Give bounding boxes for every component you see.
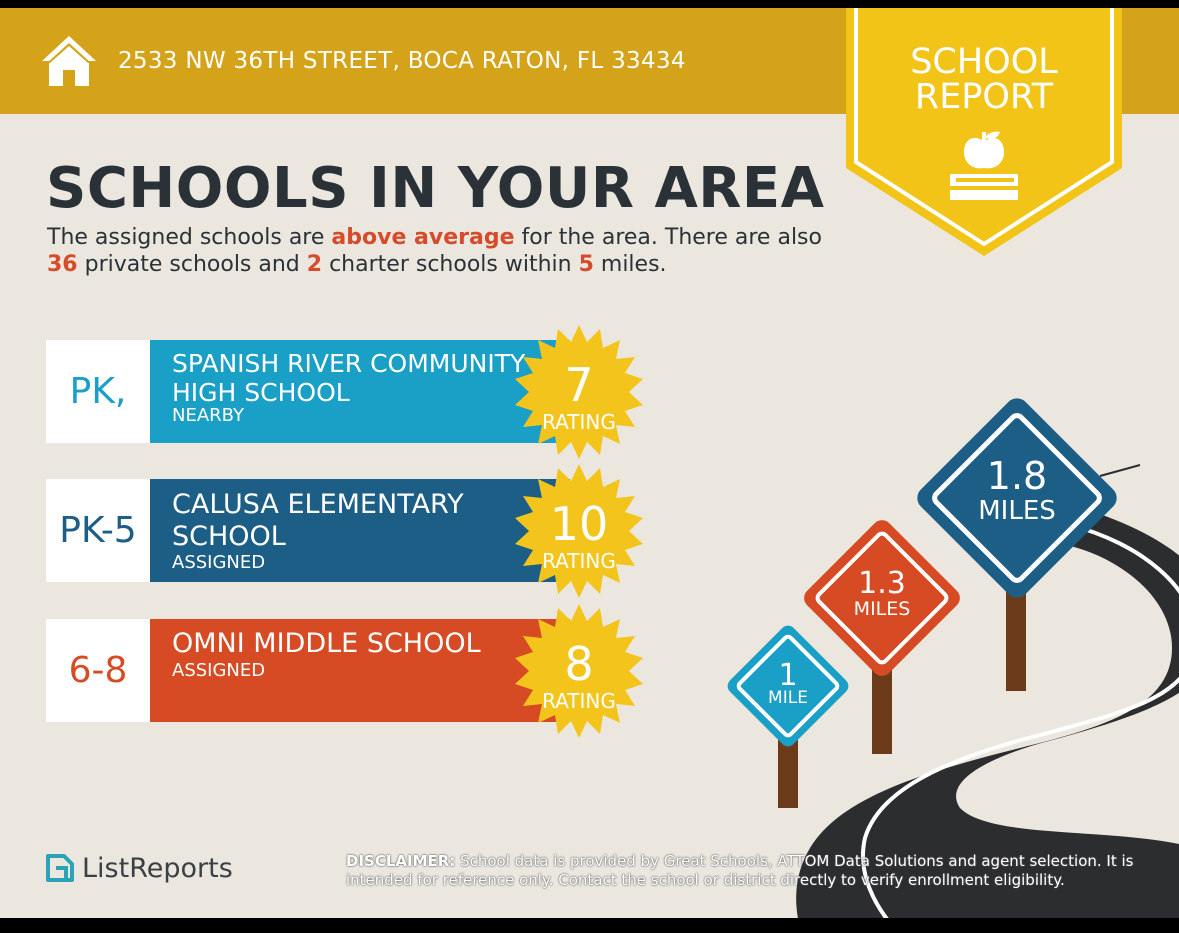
rating-seal <box>515 464 643 598</box>
school-row-calusa-elementary: PK-5 CALUSA ELEMENTARY SCHOOL ASSIGNED 1… <box>46 464 643 598</box>
rating-label: RATING <box>542 410 616 434</box>
school-name-line-1: SPANISH RIVER COMMUNITY <box>172 349 526 378</box>
school-row-omni-middle: 6-8 OMNI MIDDLE SCHOOL ASSIGNED 8 RATING <box>46 604 643 738</box>
school-report-card: 2533 NW 36TH STREET, BOCA RATON, FL 3343… <box>0 8 1179 918</box>
rating-value: 10 <box>549 497 609 551</box>
sign-2-unit: MILES <box>853 598 911 620</box>
apple-on-books-icon <box>950 131 1018 200</box>
property-address: 2533 NW 36TH STREET, BOCA RATON, FL 3343… <box>118 48 686 74</box>
private-school-count: 36 <box>47 252 78 277</box>
school-name-line-1: CALUSA ELEMENTARY <box>172 489 464 520</box>
sign-2-value: 1.3 <box>858 566 906 601</box>
intro-text-part: private schools and <box>77 252 307 277</box>
badge-title: SCHOOL REPORT <box>846 45 1122 115</box>
school-row-spanish-river: PK, SPANISH RIVER COMMUNITY HIGH SCHOOL … <box>46 325 643 459</box>
intro-text-part: charter schools within <box>322 252 579 277</box>
page-title: SCHOOLS IN YOUR AREA <box>46 156 825 221</box>
intro-highlight-quality: above average <box>331 225 515 250</box>
school-band: SPANISH RIVER COMMUNITY HIGH SCHOOL NEAR… <box>150 340 570 443</box>
logo-text: ListReports <box>82 853 233 884</box>
school-name-line-2: SCHOOL <box>172 521 286 552</box>
school-name-line-1: OMNI MIDDLE SCHOOL <box>172 628 481 659</box>
sign-1-unit: MILE <box>768 688 808 708</box>
disclaimer-text: School data is provided by Great Schools… <box>346 852 1134 889</box>
disclaimer-label: DISCLAIMER: <box>346 852 456 870</box>
sign-1-value: 1 <box>778 658 798 693</box>
intro-text-part: miles. <box>593 252 667 277</box>
badge-line-2: REPORT <box>914 77 1054 117</box>
charter-school-count: 2 <box>306 252 323 277</box>
grade-range: PK, <box>46 340 150 443</box>
sign-3-value: 1.8 <box>986 454 1048 498</box>
listreports-logo-icon <box>46 854 74 882</box>
rating-seal <box>515 604 643 738</box>
grade-range: PK-5 <box>46 479 150 582</box>
badge-line-1: SCHOOL <box>910 42 1058 82</box>
school-name-line-2: HIGH SCHOOL <box>172 378 350 407</box>
school-status: ASSIGNED <box>172 552 266 573</box>
rating-seal <box>515 325 643 459</box>
school-band: CALUSA ELEMENTARY SCHOOL ASSIGNED <box>150 479 570 582</box>
intro-text-part: for the area. There are also <box>514 225 822 250</box>
school-report-badge: SCHOOL REPORT <box>846 8 1122 258</box>
school-band: OMNI MIDDLE SCHOOL ASSIGNED <box>150 619 570 722</box>
grade-range: 6-8 <box>46 619 150 722</box>
school-status: ASSIGNED <box>172 660 266 681</box>
rating-value: 8 <box>564 637 594 691</box>
radius-miles: 5 <box>578 252 594 277</box>
rating-label: RATING <box>542 549 616 573</box>
rating-value: 7 <box>564 358 594 412</box>
intro-text: The assigned schools are above average f… <box>47 224 827 278</box>
school-status: NEARBY <box>172 405 245 426</box>
listreports-logo[interactable]: ListReports <box>44 850 254 890</box>
sign-3-unit: MILES <box>978 496 1056 526</box>
house-icon <box>42 36 96 86</box>
intro-text-part: The assigned schools are <box>47 225 332 250</box>
rating-label: RATING <box>542 689 616 713</box>
disclaimer: DISCLAIMER: School data is provided by G… <box>346 852 1146 890</box>
